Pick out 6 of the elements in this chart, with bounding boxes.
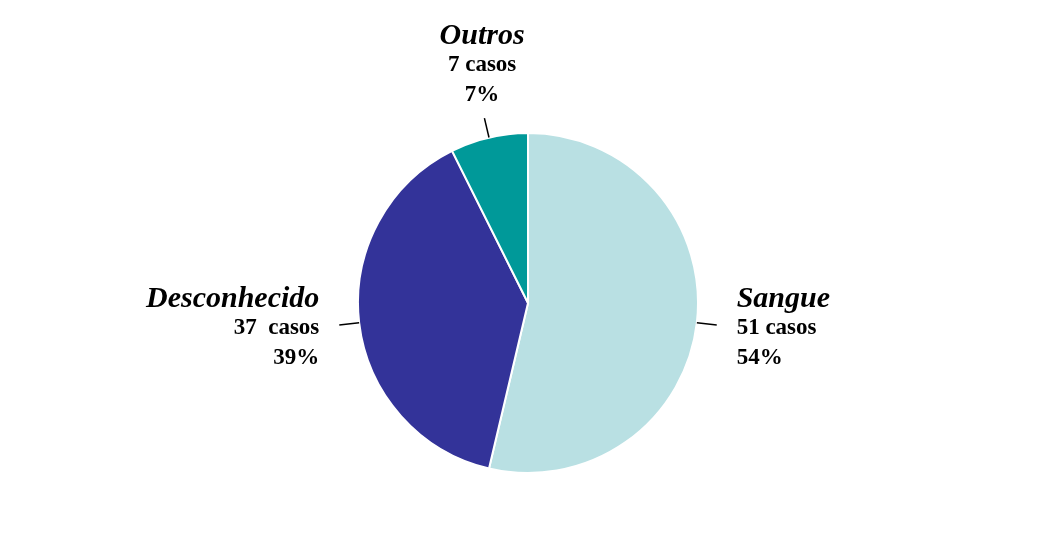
slice-label: Desconhecido bbox=[145, 279, 320, 313]
data-label: 7 casos 7% bbox=[447, 50, 517, 106]
slice-label: Outros bbox=[439, 16, 525, 50]
slice-label: Sangue bbox=[736, 279, 831, 313]
data-label: 37 casos 39% bbox=[233, 313, 320, 369]
data-label: 51 casos 54% bbox=[736, 313, 817, 369]
